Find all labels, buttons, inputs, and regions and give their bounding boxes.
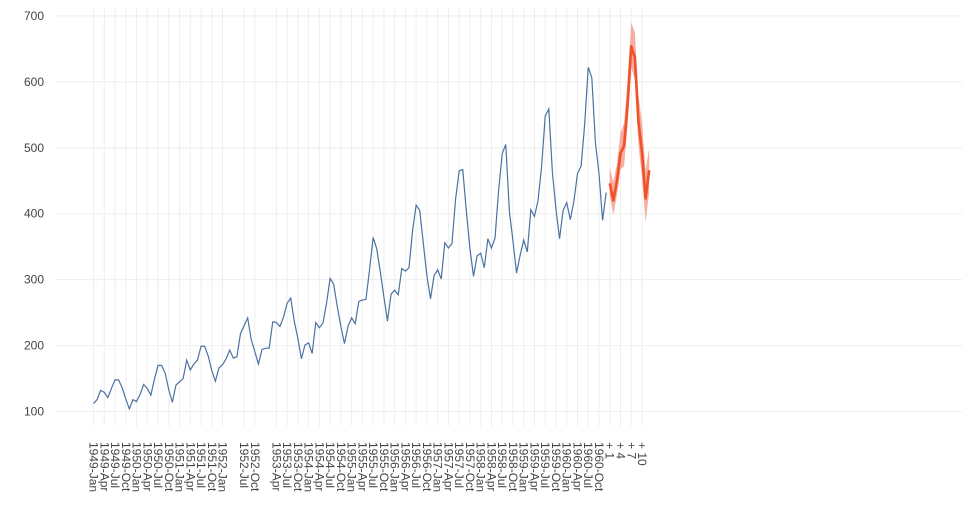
x-tick-label: 1959-Jan — [517, 442, 531, 492]
x-tick-label: 1958-Jan — [474, 442, 488, 492]
x-tick-label: 1956-Apr — [398, 442, 412, 491]
x-tick-label: 1959-Jul — [538, 442, 552, 488]
x-tick-label: + 4 — [613, 442, 627, 459]
x-axis: 1949-Jan1949-Apr1949-Jul1949-Oct1950-Jan… — [87, 442, 650, 492]
y-tick-label: 600 — [24, 75, 44, 89]
y-tick-label: 200 — [24, 339, 44, 353]
y-tick-label: 500 — [24, 141, 44, 155]
x-tick-label: 1959-Oct — [549, 442, 563, 492]
x-tick-label: 1953-Oct — [291, 442, 305, 492]
x-tick-label: 1957-Oct — [463, 442, 477, 492]
y-tick-label: 300 — [24, 273, 44, 287]
x-tick-label: 1955-Jan — [345, 442, 359, 492]
x-tick-label: 1958-Jul — [495, 442, 509, 488]
x-tick-label: 1951-Jul — [194, 442, 208, 488]
x-tick-label: 1959-Apr — [527, 442, 541, 491]
y-axis: 100 200 300 400 500 600 700 — [24, 9, 44, 419]
y-tick-label: 700 — [24, 9, 44, 23]
forecast-series-line — [608, 44, 651, 202]
x-tick-label: 1960-Jan — [560, 442, 574, 492]
y-tick-label: 400 — [24, 207, 44, 221]
x-tick-label: 1952-Jan — [216, 442, 230, 492]
x-tick-label: 1950-Jul — [151, 442, 165, 488]
x-tick-label: 1951-Jan — [173, 442, 187, 492]
x-tick-label: 1954-Apr — [312, 442, 326, 491]
x-tick-label: 1949-Oct — [119, 442, 133, 492]
x-tick-label: 1954-Oct — [334, 442, 348, 492]
x-tick-label: 1956-Oct — [420, 442, 434, 492]
x-tick-label: 1960-Apr — [570, 442, 584, 491]
x-tick-label: 1957-Jan — [431, 442, 445, 492]
x-tick-label: 1950-Oct — [162, 442, 176, 492]
x-tick-label: 1960-Oct — [592, 442, 606, 492]
x-tick-label: 1953-Jul — [280, 442, 294, 488]
x-tick-label: 1957-Jul — [452, 442, 466, 488]
x-tick-label: 1949-Apr — [97, 442, 111, 491]
x-tick-label: 1956-Jan — [388, 442, 402, 492]
x-tick-label: 1949-Jan — [87, 442, 101, 492]
forecast-interval-band — [609, 22, 650, 223]
x-tick-label: 1955-Jul — [366, 442, 380, 488]
x-tick-label: 1950-Jan — [130, 442, 144, 492]
x-tick-label: 1950-Apr — [140, 442, 154, 491]
x-tick-label: 1960-Jul — [581, 442, 595, 488]
x-tick-label: 1952-Oct — [248, 442, 262, 492]
x-tick-label: 1953-Apr — [269, 442, 283, 491]
grid — [56, 8, 962, 426]
x-tick-label: 1952-Jul — [237, 442, 251, 488]
y-tick-label: 100 — [24, 404, 44, 418]
x-tick-label: + 10 — [635, 442, 649, 466]
x-tick-label: + 1 — [603, 442, 617, 459]
x-tick-label: 1954-Jan — [302, 442, 316, 492]
x-tick-label: 1954-Jul — [323, 442, 337, 488]
x-tick-label: 1951-Apr — [183, 442, 197, 491]
x-tick-label: 1949-Jul — [108, 442, 122, 488]
x-tick-label: 1956-Jul — [409, 442, 423, 488]
x-tick-label: 1955-Oct — [377, 442, 391, 492]
x-tick-label: 1958-Apr — [484, 442, 498, 491]
x-tick-label: + 7 — [624, 442, 638, 459]
history-series-line — [93, 67, 607, 411]
x-tick-label: 1955-Apr — [355, 442, 369, 491]
x-tick-label: 1958-Oct — [506, 442, 520, 492]
x-tick-label: 1957-Apr — [441, 442, 455, 491]
x-tick-label: 1951-Oct — [205, 442, 219, 492]
